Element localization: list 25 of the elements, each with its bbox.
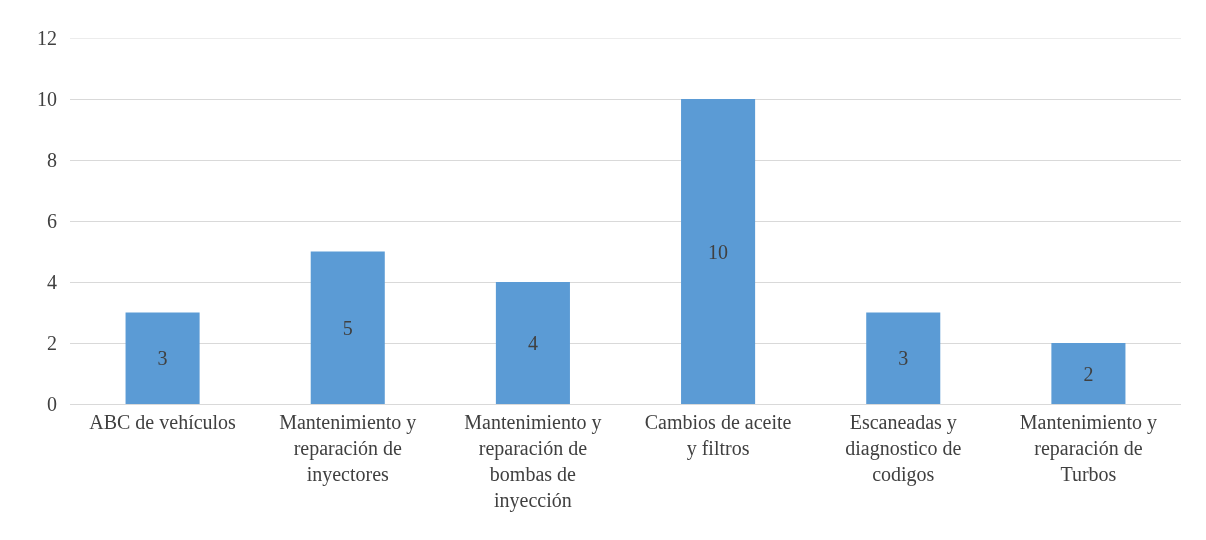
data-label: 10 (708, 240, 729, 263)
x-tick-label: Mantenimiento y reparación de inyectores (279, 411, 417, 486)
data-label: 3 (898, 347, 909, 370)
data-label: 5 (342, 316, 353, 339)
data-label: 3 (157, 347, 168, 370)
y-tick-label: 8 (47, 149, 57, 171)
bar (681, 99, 756, 404)
x-tick-label: Mantenimiento y reparación de Turbos (1019, 411, 1158, 485)
y-tick-label: 6 (47, 210, 57, 232)
bar (310, 251, 385, 404)
bar (125, 312, 200, 404)
y-tick-label: 12 (37, 27, 57, 49)
bar (495, 282, 570, 404)
y-tick-label: 0 (47, 393, 57, 415)
x-tick-label: Mantenimiento y reparación de bombas de inyección (464, 411, 602, 512)
data-label: 2 (1083, 362, 1094, 385)
data-label: 4 (527, 332, 538, 354)
y-tick-label: 2 (47, 332, 57, 354)
y-tick-label: 4 (47, 271, 57, 293)
x-tick-label: Cambios de aceite y filtros (644, 411, 792, 460)
bar (866, 312, 941, 404)
x-tick-label: Escaneadas y diagnostico de codigos (845, 411, 962, 486)
x-tick-label: ABC de vehículos (89, 411, 237, 433)
bar (1051, 343, 1126, 404)
y-tick-label: 10 (37, 88, 57, 110)
